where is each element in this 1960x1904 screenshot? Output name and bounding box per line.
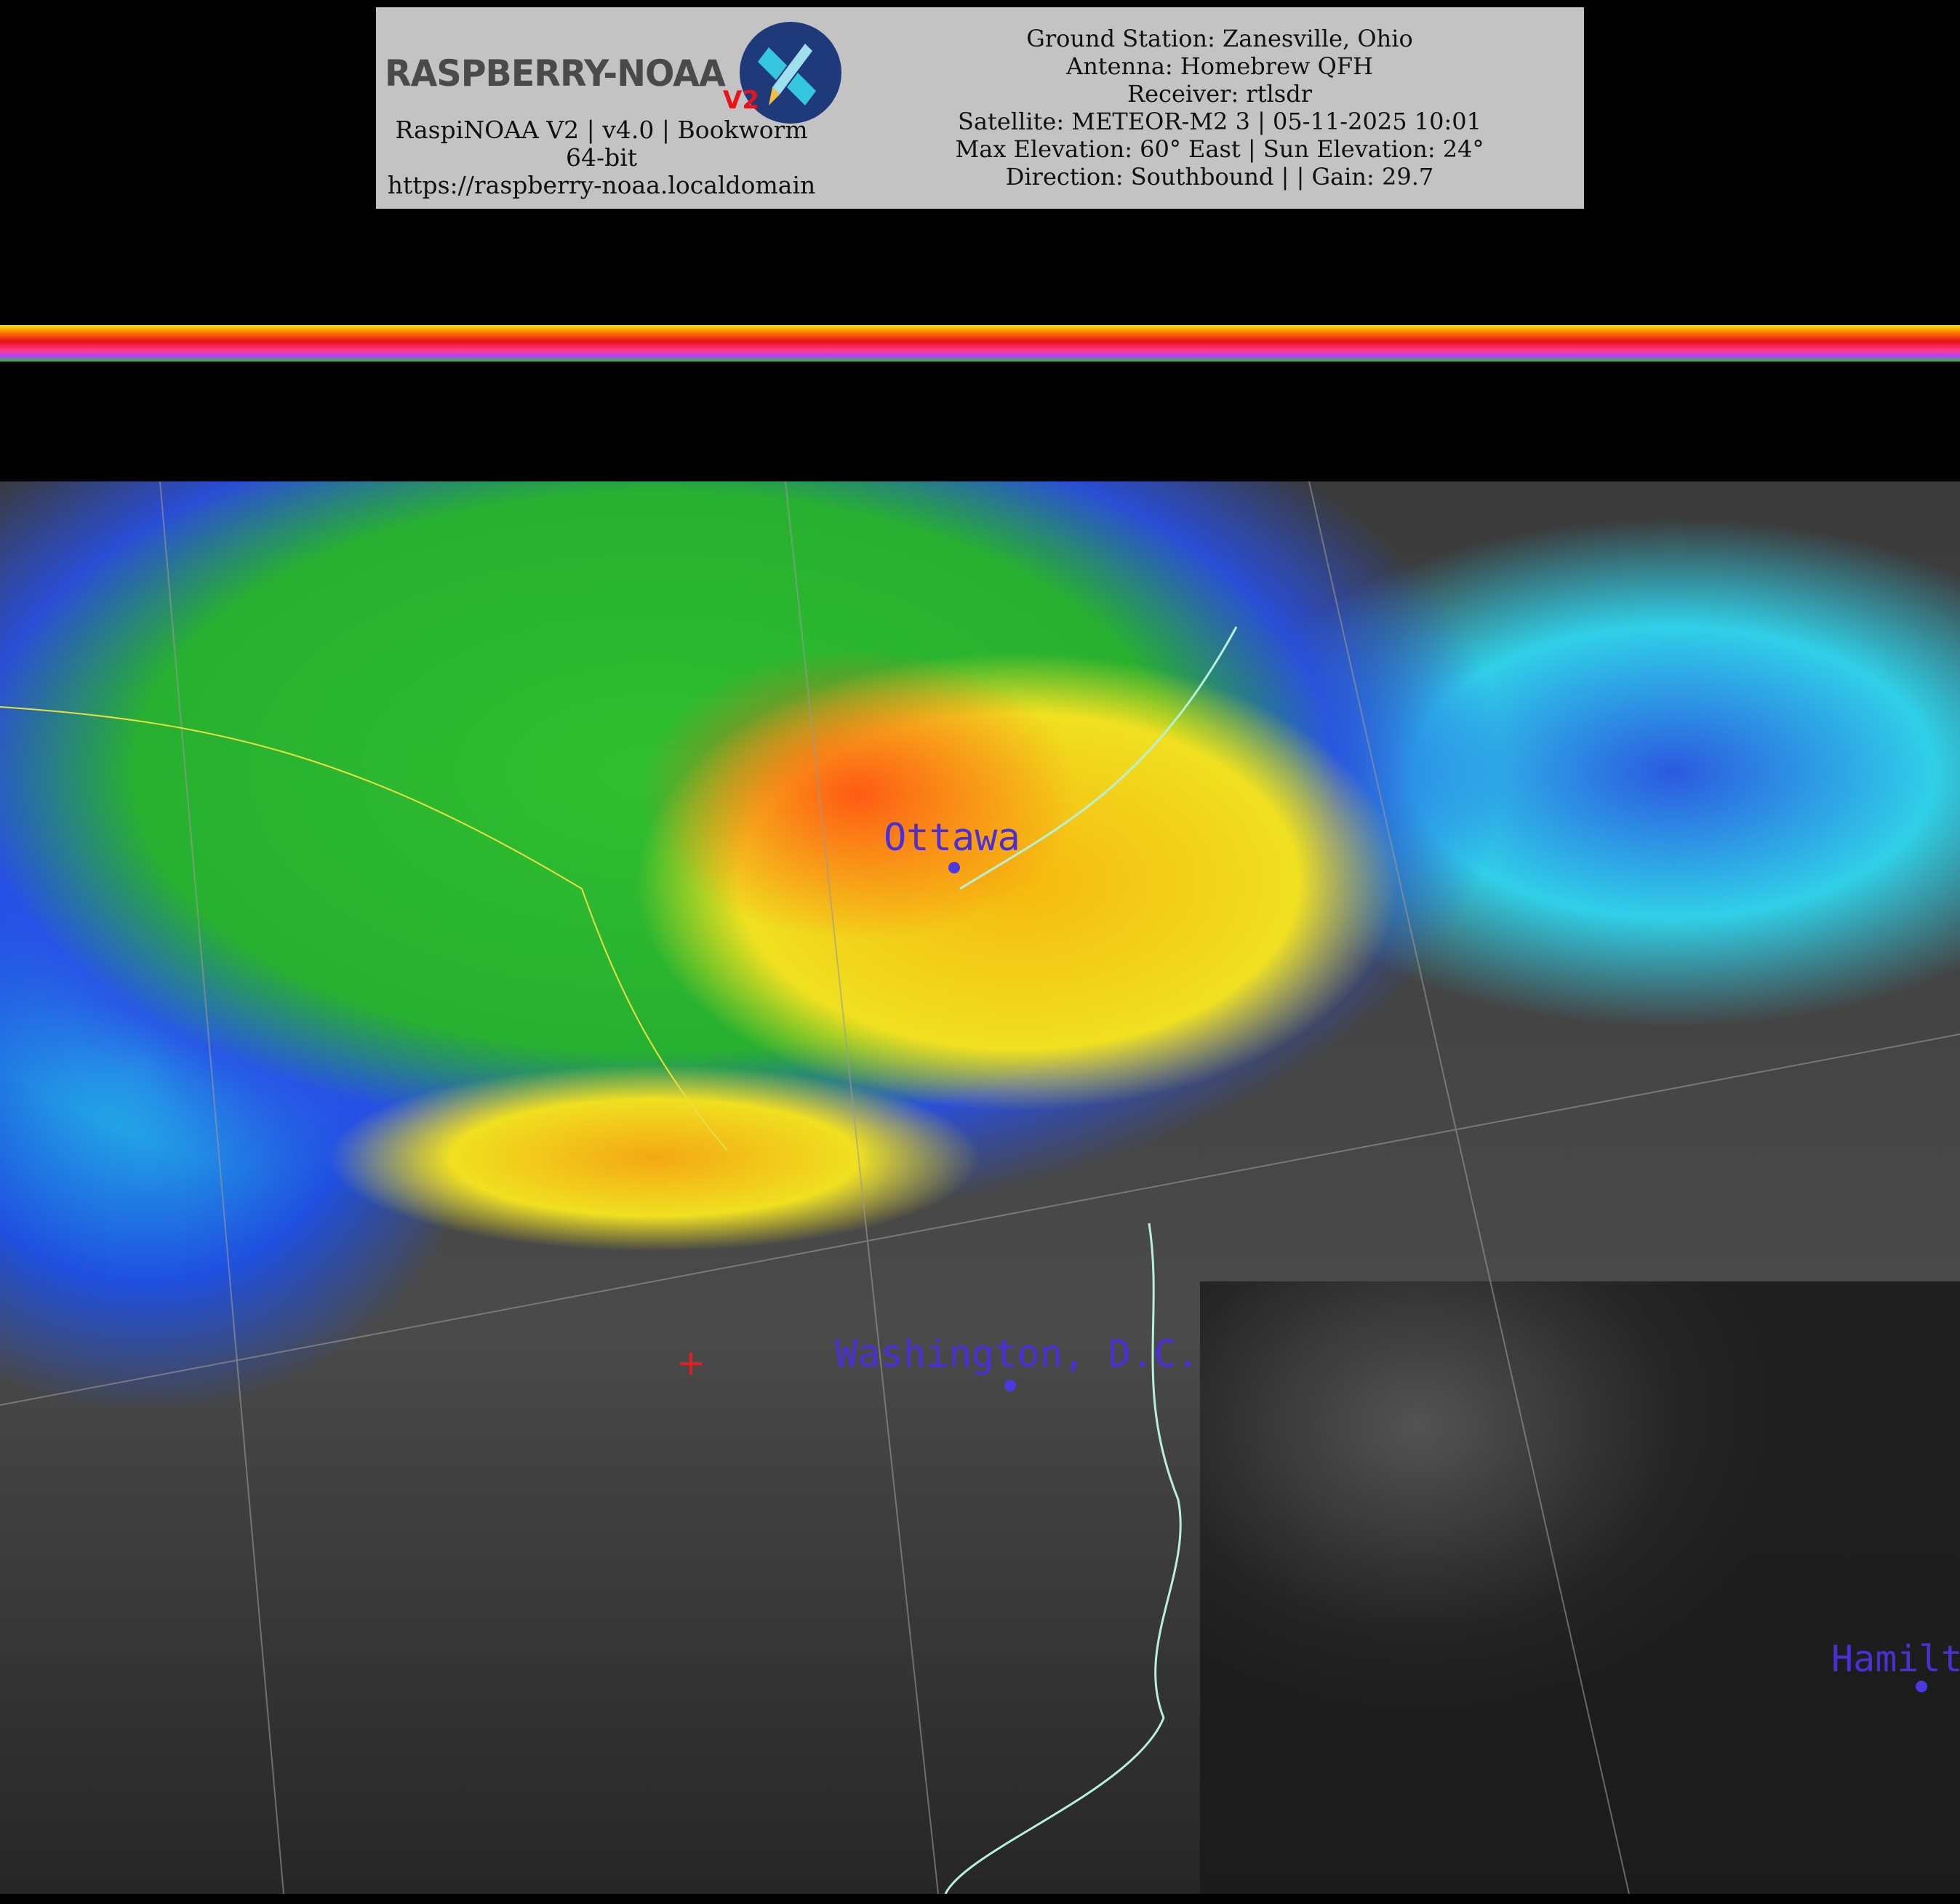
elevations: Max Elevation: 60° East | Sun Elevation:… [955, 135, 1484, 163]
noise-band [0, 325, 1960, 361]
antenna: Antenna: Homebrew QFH [1066, 52, 1373, 80]
direction-and-gain: Direction: Southbound | | Gain: 29.7 [1005, 163, 1434, 191]
pass-info-header: RASPBERRY-NOAA V2 RaspiNOAA V2 | v4.0 | … [376, 7, 1584, 209]
logo-version-badge: V2 [723, 86, 759, 115]
city-marker-washington [1004, 1380, 1016, 1391]
raspberry-noaa-logo: RASPBERRY-NOAA V2 [385, 22, 841, 131]
ground-station: Ground Station: Zanesville, Ohio [1026, 25, 1413, 52]
city-marker-hamilton [1916, 1681, 1927, 1692]
software-version-line: RaspiNOAA V2 | v4.0 | Bookworm 64-bit [395, 116, 808, 172]
station-url: https://raspberry-noaa.localdomain [387, 171, 816, 199]
city-label-hamilton: Hamilt [1831, 1638, 1960, 1680]
pass-details: Ground Station: Zanesville, Ohio Antenna… [885, 25, 1554, 191]
receiver: Receiver: rtlsdr [1127, 80, 1312, 108]
city-label-washington: Washington, D.C. [835, 1332, 1199, 1376]
satellite-image: Ottawa Washington, D.C. Hamilt + [0, 481, 1960, 1894]
city-label-ottawa: Ottawa [884, 816, 1020, 860]
ground-station-marker-icon: + [676, 1343, 706, 1383]
logo-wordmark: RASPBERRY-NOAA [385, 52, 726, 95]
satellite-and-time: Satellite: METEOR-M2 3 | 05-11-2025 10:0… [958, 108, 1481, 135]
ocean-area [1200, 1281, 1960, 1894]
map-overlay [0, 481, 1960, 1894]
city-marker-ottawa [948, 862, 960, 873]
satellite-logo-icon [740, 22, 841, 124]
noisy-image-strip [0, 216, 1960, 369]
software-info: RaspiNOAA V2 | v4.0 | Bookworm 64-bit ht… [376, 116, 827, 199]
